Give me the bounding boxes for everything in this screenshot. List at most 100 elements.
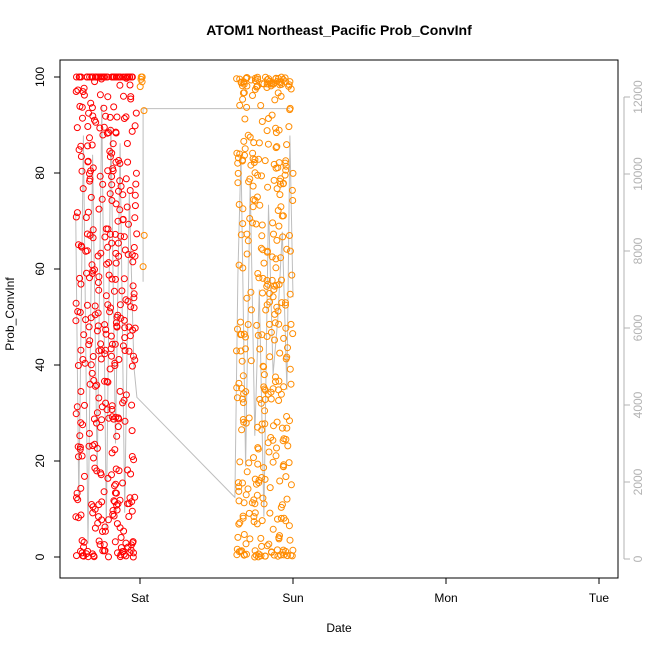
data-point xyxy=(77,280,85,288)
data-point xyxy=(73,494,80,502)
data-point xyxy=(120,396,128,404)
data-point xyxy=(261,475,269,483)
data-point xyxy=(288,271,296,279)
data-point xyxy=(83,269,90,277)
x-axis-label: Date xyxy=(326,621,352,635)
data-point xyxy=(289,169,297,177)
data-point xyxy=(267,328,275,336)
data-point xyxy=(98,498,106,506)
data-point xyxy=(110,287,118,295)
data-point xyxy=(273,185,281,193)
data-point xyxy=(289,546,297,554)
data-point xyxy=(283,245,291,253)
data-point xyxy=(237,231,245,239)
data-point xyxy=(127,303,135,311)
data-point xyxy=(73,489,81,497)
data-point xyxy=(261,407,269,415)
data-point xyxy=(233,384,241,392)
data-point xyxy=(128,507,136,515)
data-point xyxy=(104,243,112,251)
data-point xyxy=(85,109,93,117)
data-point xyxy=(242,333,249,341)
data-point xyxy=(273,303,281,311)
data-point xyxy=(251,156,259,164)
data-point xyxy=(90,454,97,462)
data-point xyxy=(233,347,240,355)
data-point xyxy=(77,419,85,427)
data-point xyxy=(106,147,114,155)
data-point xyxy=(256,395,264,403)
data-point xyxy=(77,346,85,354)
data-point xyxy=(278,212,286,220)
data-point xyxy=(284,344,291,352)
data-point xyxy=(72,213,80,221)
data-point xyxy=(72,88,80,95)
data-point xyxy=(104,516,112,524)
data-point xyxy=(72,299,80,307)
data-point xyxy=(104,93,112,101)
data-point xyxy=(239,220,247,228)
data-point xyxy=(130,352,137,360)
data-point xyxy=(271,310,279,318)
data-point xyxy=(255,274,263,282)
data-point xyxy=(122,296,130,304)
data-point xyxy=(116,496,124,504)
data-point xyxy=(80,538,88,546)
data-point xyxy=(91,116,98,124)
data-point xyxy=(234,179,242,187)
data-point xyxy=(120,275,128,283)
data-point xyxy=(111,359,119,367)
data-point xyxy=(273,143,281,151)
data-point xyxy=(277,79,285,87)
data-point xyxy=(263,84,271,91)
data-point xyxy=(121,347,129,354)
data-point xyxy=(129,282,137,290)
data-point xyxy=(89,226,97,234)
data-point xyxy=(286,365,294,373)
data-point xyxy=(83,247,91,255)
data-point xyxy=(129,539,137,547)
data-point xyxy=(120,115,128,122)
data-point xyxy=(120,233,128,241)
data-point xyxy=(95,537,103,545)
data-point xyxy=(91,524,99,532)
data-point xyxy=(259,494,267,502)
data-point xyxy=(239,479,246,487)
data-point xyxy=(97,469,105,477)
data-point xyxy=(101,527,109,535)
data-point xyxy=(93,467,101,475)
y2-tick-label: 12000 xyxy=(631,80,645,114)
data-point xyxy=(286,232,293,239)
data-point xyxy=(95,394,103,402)
data-point xyxy=(262,306,270,314)
data-point xyxy=(282,324,290,332)
data-point xyxy=(269,436,277,444)
data-point xyxy=(132,169,140,177)
data-point xyxy=(272,452,280,460)
data-point xyxy=(96,541,104,549)
data-point xyxy=(125,220,132,228)
data-point xyxy=(245,459,253,467)
data-point xyxy=(76,102,84,110)
data-point xyxy=(245,414,253,422)
data-point xyxy=(115,356,123,363)
data-point xyxy=(140,231,148,239)
data-point xyxy=(85,442,93,450)
data-point xyxy=(269,525,277,533)
data-point xyxy=(251,509,259,517)
data-point xyxy=(114,239,122,247)
data-point xyxy=(280,383,288,391)
data-point xyxy=(253,491,261,499)
data-point xyxy=(86,177,94,185)
data-point xyxy=(272,124,280,132)
data-point xyxy=(117,544,125,552)
data-point xyxy=(237,347,245,355)
data-point xyxy=(244,237,252,245)
data-point xyxy=(110,415,118,423)
data-point xyxy=(241,115,249,123)
data-point xyxy=(80,91,88,99)
data-point xyxy=(122,175,130,183)
data-point xyxy=(263,76,271,84)
data-point xyxy=(106,190,114,198)
data-point xyxy=(271,319,279,327)
